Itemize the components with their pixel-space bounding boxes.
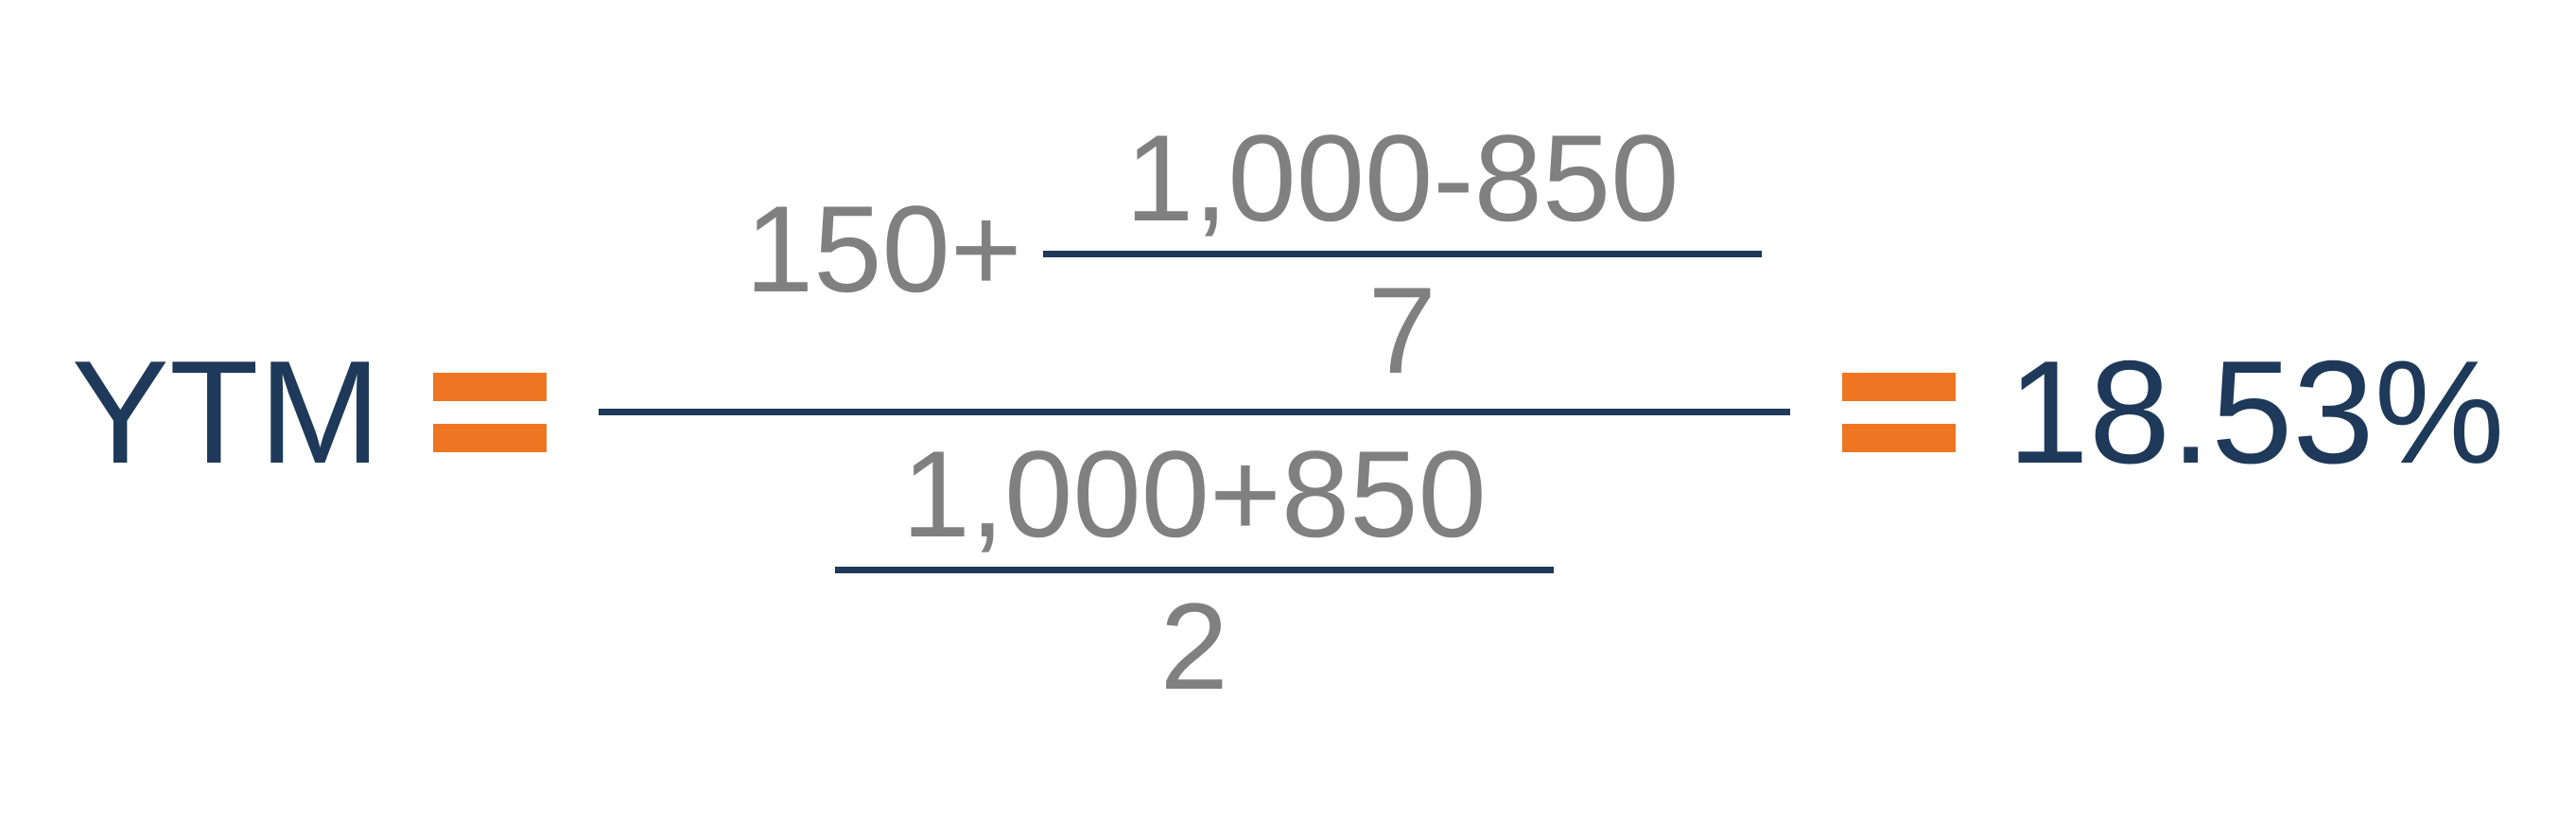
years-term: 7	[1368, 257, 1436, 392]
numerator-inner-fraction: 1,000-850 7	[1043, 116, 1762, 392]
equals-bar	[433, 373, 547, 401]
coupon-plus-term: 150+	[745, 187, 1022, 310]
fraction-bar	[1043, 251, 1762, 257]
denominator-inner-fraction: 1,000+850 2	[835, 432, 1554, 708]
face-minus-price: 1,000-850	[1125, 116, 1680, 251]
ytm-label: YTM	[72, 339, 381, 485]
equals-bar	[1842, 424, 1956, 452]
main-fraction: 150+ 1,000-850 7 1,000+850 2	[599, 116, 1790, 708]
main-numerator: 150+ 1,000-850 7	[599, 116, 1790, 392]
fraction-bar	[835, 567, 1554, 573]
equals-bar	[1842, 373, 1956, 401]
divisor-term: 2	[1160, 573, 1228, 708]
ytm-equation: YTM 150+ 1,000-850 7 1,000+850 2 18.53%	[72, 116, 2505, 708]
main-denominator: 1,000+850 2	[599, 432, 1790, 708]
equals-bar	[433, 424, 547, 452]
main-fraction-bar	[599, 409, 1790, 415]
equals-sign-right	[1842, 373, 1956, 452]
face-plus-price: 1,000+850	[902, 432, 1487, 567]
equals-sign-left	[433, 373, 547, 452]
ytm-result: 18.53%	[2008, 339, 2505, 485]
